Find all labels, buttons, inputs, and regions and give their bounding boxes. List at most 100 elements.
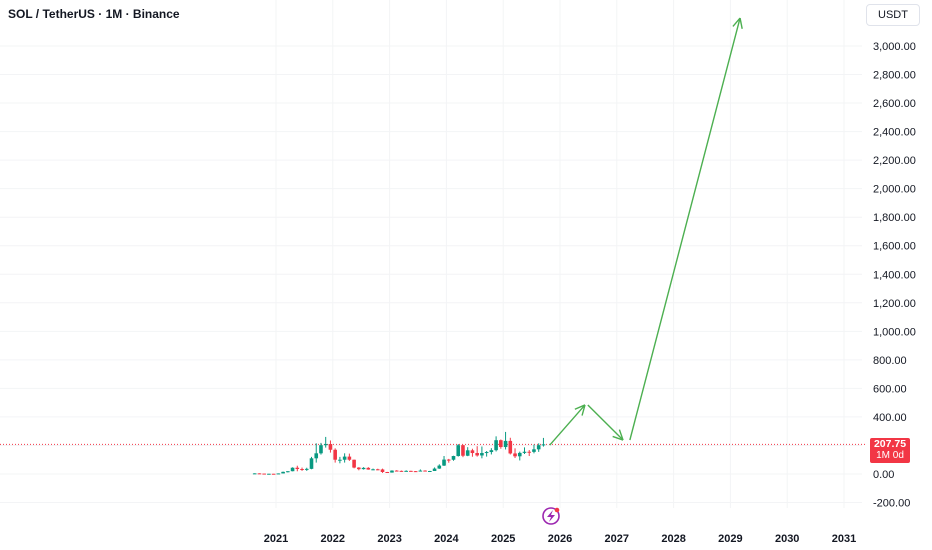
last-price: 207.75 xyxy=(873,438,907,450)
x-tick-label: 2021 xyxy=(264,533,288,545)
candle-body xyxy=(371,469,375,471)
candle-body xyxy=(475,453,479,456)
y-tick-label: 600.00 xyxy=(873,383,907,395)
lightning-icon xyxy=(542,507,560,525)
y-tick-label: 1,600.00 xyxy=(873,241,916,253)
candle xyxy=(508,437,513,455)
candle-body xyxy=(300,469,304,471)
candle-body xyxy=(323,444,328,446)
candle xyxy=(328,440,333,453)
candle xyxy=(385,471,390,474)
candle-body xyxy=(413,471,418,473)
candle xyxy=(314,443,319,463)
candle-body xyxy=(290,467,295,472)
candle xyxy=(380,468,385,473)
candle xyxy=(375,468,380,471)
y-tick-label: 2,400.00 xyxy=(873,127,916,139)
candle-body xyxy=(262,473,266,475)
candle xyxy=(333,448,337,463)
candle xyxy=(480,446,484,459)
candle xyxy=(352,459,356,469)
candle-body xyxy=(432,468,437,472)
y-tick-label: 2,800.00 xyxy=(873,70,916,82)
arrow-head xyxy=(732,17,741,27)
candle xyxy=(461,444,465,458)
candle xyxy=(475,446,479,457)
candle xyxy=(267,473,271,475)
candle-body xyxy=(338,459,342,461)
candle xyxy=(276,473,281,475)
candle xyxy=(517,451,522,461)
logo-dot xyxy=(554,507,560,513)
candle xyxy=(428,470,432,473)
candle-body xyxy=(446,459,451,461)
candle-body xyxy=(513,453,517,457)
candle xyxy=(286,471,290,473)
candle xyxy=(527,450,532,457)
candle xyxy=(409,470,413,472)
x-tick-label: 2023 xyxy=(377,533,401,545)
candle xyxy=(371,468,375,471)
forecast-arrow xyxy=(629,17,743,441)
candle xyxy=(404,470,408,472)
candle-body xyxy=(366,467,371,470)
candle-body xyxy=(418,470,423,472)
candle xyxy=(437,464,442,469)
candle-body xyxy=(361,467,366,470)
candle xyxy=(522,447,527,455)
candle xyxy=(413,471,418,473)
currency-button[interactable]: USDT xyxy=(866,4,920,26)
candle-body xyxy=(286,471,290,473)
x-tick-label: 2031 xyxy=(832,533,856,545)
candle xyxy=(290,467,295,472)
candle xyxy=(347,453,352,461)
candle xyxy=(342,453,347,463)
candle-body xyxy=(437,465,442,469)
candle xyxy=(394,470,399,472)
candle-body xyxy=(380,469,385,473)
candle-body xyxy=(347,456,352,460)
candle-body xyxy=(390,470,394,473)
candle-body xyxy=(281,471,285,474)
x-tick-label: 2022 xyxy=(321,533,345,545)
candle-body xyxy=(527,451,532,453)
candle-body xyxy=(271,473,276,475)
candle-body xyxy=(541,444,546,446)
candle-body xyxy=(442,459,446,466)
candle-body xyxy=(333,449,337,460)
candle xyxy=(432,467,437,472)
x-tick-label: 2029 xyxy=(718,533,742,545)
y-tick-label: 0.00 xyxy=(873,469,894,481)
candle-body xyxy=(342,456,347,460)
candle xyxy=(399,470,404,472)
forecast-arrow xyxy=(549,404,586,446)
arrow-head xyxy=(574,404,586,410)
candle-body xyxy=(503,440,508,448)
candle-body xyxy=(252,473,257,475)
candle xyxy=(257,473,262,475)
candle xyxy=(532,444,536,454)
logo-bolt xyxy=(547,510,555,522)
candle xyxy=(361,467,366,470)
candle xyxy=(513,448,517,459)
candle-body xyxy=(409,470,413,472)
candle-body xyxy=(314,453,319,459)
candle xyxy=(319,442,323,455)
candle-body xyxy=(267,473,271,475)
candle-body xyxy=(399,470,404,472)
last-price-tag: 207.75 1M 0d xyxy=(870,438,910,463)
candle-body xyxy=(352,459,356,468)
y-tick-label: 1,200.00 xyxy=(873,298,916,310)
bar-countdown: 1M 0d xyxy=(876,450,904,461)
arrow-head xyxy=(581,404,586,416)
candle xyxy=(446,458,451,463)
y-tick-label: 1,400.00 xyxy=(873,269,916,281)
candle xyxy=(470,448,475,457)
candle-body xyxy=(480,453,484,456)
y-tick-label: 400.00 xyxy=(873,412,907,424)
candle xyxy=(300,467,304,471)
candle xyxy=(499,439,503,449)
arrow-shaft xyxy=(587,404,624,441)
candle xyxy=(451,455,456,461)
